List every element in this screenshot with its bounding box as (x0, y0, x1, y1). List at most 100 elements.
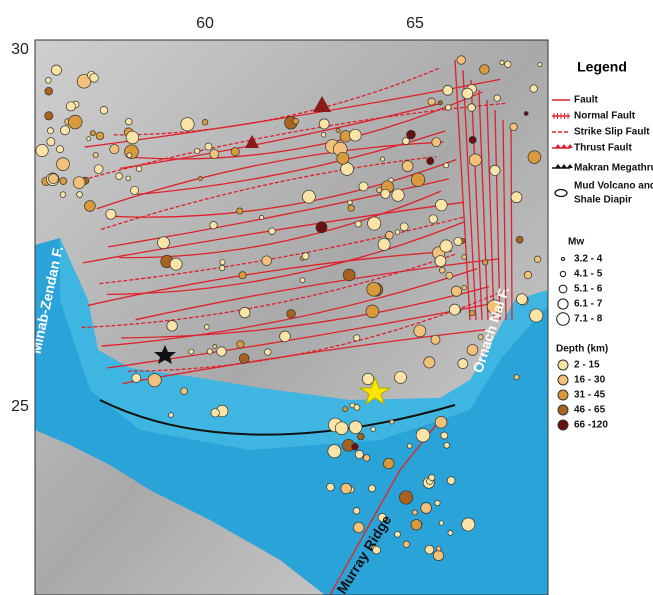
earthquake (436, 546, 441, 551)
earthquake (524, 271, 532, 279)
earthquake (116, 173, 123, 180)
earthquake (534, 256, 540, 262)
earthquake (126, 176, 131, 181)
earthquake (441, 432, 448, 439)
earthquake (438, 101, 442, 105)
earthquake (68, 115, 82, 129)
earthquake (213, 344, 217, 348)
earthquake (194, 148, 200, 154)
earthquake (93, 152, 98, 157)
earthquake (516, 236, 523, 243)
earthquake (371, 427, 376, 432)
earthquake (436, 199, 448, 211)
earthquake (51, 65, 61, 75)
earthquake (369, 485, 376, 492)
earthquake (348, 205, 354, 211)
map-figure: Minab-Zendan F. Ornach Nal F. Murray Rid… (0, 0, 653, 595)
earthquake (399, 491, 412, 504)
earthquake (454, 237, 462, 245)
earthquake (469, 154, 481, 166)
earthquake (36, 144, 48, 156)
earthquake (319, 119, 329, 129)
earthquake (462, 518, 475, 531)
earthquake (447, 477, 455, 485)
earthquake (217, 347, 226, 356)
earthquake (158, 237, 170, 249)
earthquake (45, 77, 51, 83)
legend-symbol (558, 390, 568, 400)
earthquake (402, 138, 409, 145)
earthquake (429, 215, 437, 223)
earthquake (355, 221, 361, 227)
earthquake (411, 173, 425, 187)
earthquake (341, 483, 352, 494)
earthquake (353, 508, 360, 515)
earthquake (198, 177, 202, 181)
earthquake (316, 222, 327, 233)
earthquake (435, 500, 440, 505)
legend-symbol (558, 375, 568, 385)
earthquake (458, 359, 468, 369)
earthquake (337, 152, 349, 164)
earthquake (262, 256, 272, 266)
earthquake (448, 530, 453, 535)
legend-symbol (555, 190, 567, 197)
earthquake (239, 354, 249, 364)
earthquake (136, 166, 142, 172)
legend-symbol (558, 360, 568, 370)
legend-label: 31 - 45 (574, 390, 606, 401)
earthquake (428, 98, 435, 105)
earthquake (100, 106, 108, 114)
earthquake (468, 104, 476, 112)
earthquake (480, 65, 490, 75)
earthquake (528, 151, 541, 164)
earthquake (47, 128, 53, 134)
earthquake (392, 189, 404, 201)
legend-label: Makran Megathrust (574, 163, 653, 174)
earthquake (482, 260, 487, 265)
earthquake (302, 253, 309, 260)
earthquake (47, 138, 55, 146)
earthquake (400, 223, 408, 231)
earthquake (211, 409, 219, 417)
earthquake (451, 286, 461, 296)
earthquake (239, 272, 246, 279)
earthquake (435, 416, 447, 428)
earthquake (335, 422, 348, 435)
legend-label: 7.1 - 8 (574, 314, 603, 325)
earthquake (510, 123, 517, 130)
earthquake (432, 138, 441, 147)
earthquake (280, 331, 291, 342)
earthquake (431, 335, 440, 344)
lat-tick-label: 25 (11, 398, 29, 415)
earthquake (439, 521, 443, 525)
earthquake (514, 375, 519, 380)
earthquake (167, 321, 178, 332)
earthquake (494, 95, 501, 102)
earthquake (440, 240, 452, 252)
earthquake (349, 129, 361, 141)
earthquake (385, 231, 393, 239)
legend-symbol (567, 144, 573, 148)
earthquake (439, 267, 445, 273)
earthquake (207, 349, 212, 354)
earthquake (90, 131, 95, 136)
earthquake (66, 102, 75, 111)
earthquake (433, 550, 443, 560)
earthquake (87, 137, 91, 141)
earthquake (56, 146, 63, 153)
earthquake (425, 545, 434, 554)
map-area: Minab-Zendan F. Ornach Nal F. Murray Rid… (28, 40, 548, 595)
earthquake (126, 131, 139, 144)
earthquake (269, 228, 276, 235)
earthquake (240, 307, 251, 318)
earthquake (362, 373, 373, 384)
earthquake (381, 189, 390, 198)
legend-label: 3.2 - 4 (574, 254, 603, 265)
legend-symbol (558, 299, 568, 309)
earthquake (366, 305, 379, 318)
legend-label: Normal Fault (574, 111, 636, 122)
legend-heading: Depth (km) (556, 344, 608, 355)
earthquake (57, 158, 70, 171)
earthquake (349, 421, 362, 434)
